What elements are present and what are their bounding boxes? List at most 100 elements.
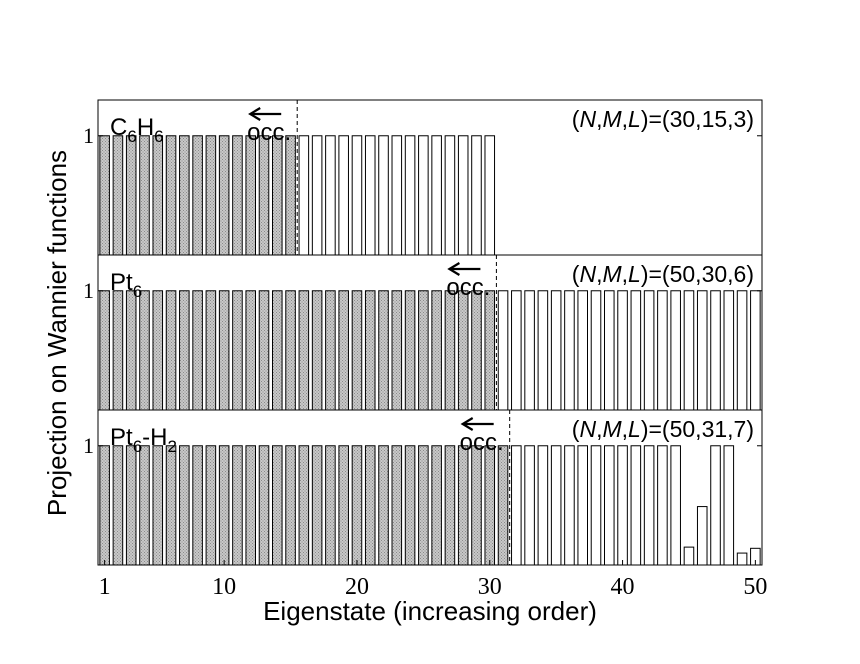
- x-tick-label: 40: [611, 574, 635, 600]
- bar: [710, 445, 721, 566]
- occ-label: occ.: [460, 429, 504, 456]
- x-axis-label: Eigenstate (increasing order): [263, 596, 597, 626]
- nml-italic: M: [602, 106, 622, 132]
- bar: [683, 290, 695, 411]
- bar: [338, 290, 349, 411]
- nml-part: ,: [622, 261, 628, 287]
- nml-italic: M: [602, 416, 622, 442]
- nml-italic: L: [628, 106, 641, 132]
- bar: [298, 445, 310, 566]
- bar: [139, 135, 150, 256]
- bar: [125, 290, 137, 411]
- panel-pt6-h2: 1 occ.Pt6-H2(N,M,L)=(50,31,7): [83, 409, 763, 566]
- subscript: 2: [167, 437, 176, 456]
- bar: [245, 445, 257, 566]
- bar: [99, 135, 110, 256]
- bar: [179, 445, 190, 566]
- bar: [391, 445, 403, 566]
- bar: [736, 290, 748, 411]
- bar: [657, 445, 668, 566]
- bar: [298, 135, 310, 256]
- label-part: Pt: [110, 424, 133, 451]
- bar: [271, 445, 283, 566]
- bar: [431, 445, 442, 566]
- bar: [232, 290, 243, 411]
- bar: [179, 290, 190, 411]
- bar: [351, 445, 363, 566]
- bar: [444, 445, 456, 566]
- bar: [139, 445, 150, 566]
- bar: [404, 135, 416, 256]
- subscript: 6: [133, 282, 142, 301]
- bar: [378, 290, 389, 411]
- bar: [232, 445, 243, 566]
- bar: [152, 135, 164, 256]
- bar: [351, 135, 363, 256]
- y-tick-label: 1: [83, 278, 94, 303]
- subscript: 6: [154, 127, 163, 146]
- bar: [511, 445, 522, 566]
- bar: [218, 290, 230, 411]
- nml-part: ,: [622, 106, 628, 132]
- bar: [537, 290, 549, 411]
- bar: [484, 290, 496, 411]
- bar: [696, 506, 708, 566]
- bar: [444, 135, 456, 256]
- bar: [484, 135, 496, 256]
- bar: [364, 445, 376, 566]
- nml-part: ,: [596, 416, 602, 442]
- nml-part: (: [572, 261, 580, 287]
- bar: [564, 445, 575, 566]
- bar: [338, 445, 349, 566]
- bar: [418, 290, 429, 411]
- bar: [205, 445, 217, 566]
- nml-italic: L: [628, 261, 641, 287]
- bar: [165, 135, 177, 256]
- bar: [179, 135, 190, 256]
- bar: [457, 290, 469, 411]
- bar: [232, 135, 243, 256]
- bar: [165, 445, 177, 566]
- y-axis-label: Projection on Wannier functions: [42, 150, 72, 516]
- bar: [471, 135, 482, 256]
- y-tick-label: 1: [83, 123, 94, 148]
- bar: [590, 445, 602, 566]
- bar: [524, 290, 535, 411]
- bar: [630, 445, 642, 566]
- bar: [112, 135, 124, 256]
- bar: [311, 290, 323, 411]
- bar: [603, 445, 615, 566]
- bar: [457, 445, 469, 566]
- bar: [670, 445, 681, 566]
- occ-label: occ.: [247, 119, 291, 146]
- bar: [550, 445, 562, 566]
- bar: [245, 135, 257, 256]
- bar: [192, 290, 203, 411]
- bar: [99, 445, 110, 566]
- bar: [630, 290, 642, 411]
- bar: [457, 135, 469, 256]
- bar: [112, 290, 124, 411]
- bar: [152, 290, 164, 411]
- bar: [404, 445, 416, 566]
- bar: [165, 290, 177, 411]
- bar: [471, 445, 482, 566]
- bar: [683, 546, 695, 566]
- bar: [325, 290, 336, 411]
- bar: [404, 290, 416, 411]
- bar: [192, 135, 203, 256]
- occ-arrow-head: [248, 107, 261, 121]
- nml-part: ,: [622, 416, 628, 442]
- bar: [258, 290, 270, 411]
- x-tick-label: 30: [478, 574, 502, 600]
- label-part: Pt: [110, 269, 133, 296]
- bar: [311, 135, 323, 256]
- bar: [112, 445, 124, 566]
- nml-part: ): [641, 416, 649, 442]
- bar: [364, 290, 376, 411]
- nml-label: (N,M,L)=(30,15,3): [572, 106, 754, 132]
- bar: [577, 290, 589, 411]
- bar: [139, 290, 150, 411]
- panel-c6h6: 1 occ.C6H6(N,M,L)=(30,15,3): [83, 99, 763, 256]
